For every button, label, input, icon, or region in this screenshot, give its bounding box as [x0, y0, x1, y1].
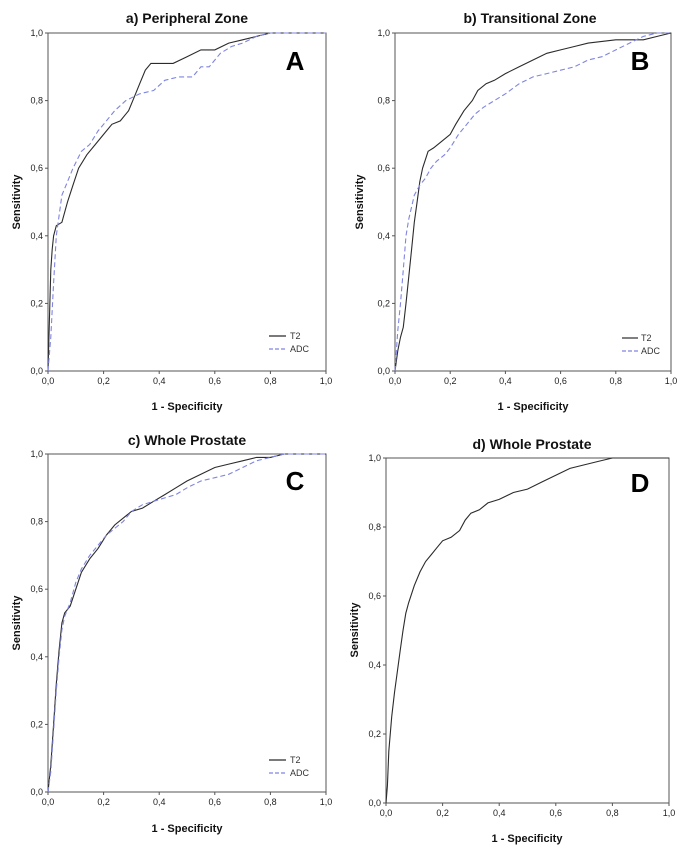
x-axis-label: 1 - Specificity [492, 833, 564, 845]
x-tick-label: 0,4 [153, 797, 166, 807]
x-tick-label: 0,0 [42, 376, 55, 386]
y-tick-label: 0,4 [377, 231, 390, 241]
panel-letter: A [286, 46, 305, 76]
y-tick-label: 0,4 [30, 231, 43, 241]
y-tick-label: 0,6 [30, 163, 43, 173]
panel-title: d) Whole Prostate [472, 436, 591, 452]
series-line-roc [385, 457, 669, 804]
x-tick-label: 1,0 [320, 376, 333, 386]
legend-label-adc: ADC [290, 344, 310, 354]
y-tick-label: 0,0 [377, 366, 390, 376]
y-tick-label: 0,4 [30, 652, 43, 662]
y-tick-label: 0,4 [368, 660, 381, 670]
x-tick-label: 1,0 [665, 376, 678, 386]
y-tick-label: 0,0 [30, 366, 43, 376]
plot-content: 0,00,0 0,2 0,2 0,4 0,4 0,6 0,6 0,8 0,8 1,0 1,0 [30, 28, 332, 386]
legend-label-adc: ADC [290, 768, 310, 778]
x-tick-label: 0,6 [550, 808, 563, 818]
panel-d: d) Whole Prostate 0,00,00,20,20,40,40,60… [349, 436, 675, 845]
x-tick-label: 0,8 [264, 797, 277, 807]
legend: T2 ADC [622, 333, 661, 356]
panel-title: a) Peripheral Zone [126, 10, 248, 26]
x-tick-label: 0,6 [209, 376, 222, 386]
plot-content: 0,00,0 0,2 0,2 0,4 0,4 0,6 0,6 0,8 0,8 1,0 1,0 [30, 449, 332, 807]
x-tick-label: 0,4 [493, 808, 506, 818]
series-line-t2 [47, 32, 326, 372]
x-axis-label: 1 - Specificity [152, 401, 224, 413]
x-tick-label: 0,0 [42, 797, 55, 807]
plot-area [47, 453, 327, 793]
y-axis-label: Sensitivity [11, 174, 23, 230]
panel-letter: B [631, 46, 650, 76]
legend-label-t2: T2 [290, 755, 301, 765]
y-axis-label: Sensitivity [11, 595, 23, 651]
y-tick-label: 0,8 [30, 517, 43, 527]
y-tick-label: 1,0 [30, 449, 43, 459]
panel-a: a) Peripheral Zone 0,00,0 0,2 0,2 0,4 0,4 0,6… [11, 10, 332, 413]
x-tick-label: 0,8 [610, 376, 623, 386]
y-tick-label: 0,2 [377, 298, 390, 308]
plot-area [394, 32, 672, 372]
panel-title: c) Whole Prostate [128, 432, 246, 448]
x-tick-label: 0,4 [153, 376, 166, 386]
panel-title: b) Transitional Zone [463, 10, 596, 26]
y-tick-label: 0,6 [30, 584, 43, 594]
legend-label-t2: T2 [290, 331, 301, 341]
y-tick-label: 1,0 [377, 28, 390, 38]
series-line-t2 [394, 32, 672, 372]
x-tick-label: 0,0 [389, 376, 402, 386]
y-tick-label: 0,8 [30, 96, 43, 106]
y-tick-label: 0,8 [368, 522, 381, 532]
x-tick-label: 0,8 [264, 376, 277, 386]
x-axis-label: 1 - Specificity [152, 823, 224, 835]
plot-content: 0,00,0 0,2 0,2 0,4 0,4 0,6 0,6 0,8 0,8 1,0 1,0 [377, 28, 677, 386]
y-axis-label: Sensitivity [354, 174, 366, 230]
y-tick-label: 0,0 [30, 787, 43, 797]
x-tick-label: 1,0 [320, 797, 333, 807]
x-tick-label: 0,2 [444, 376, 457, 386]
y-tick-label: 1,0 [30, 28, 43, 38]
y-tick-label: 0,2 [368, 729, 381, 739]
legend: T2 ADC [269, 331, 310, 354]
legend-label-adc: ADC [641, 346, 661, 356]
y-tick-label: 0,0 [368, 798, 381, 808]
panel-c: c) Whole Prostate 0,00,00,20,20,40,40,60… [11, 432, 332, 835]
y-tick-label: 0,6 [377, 163, 390, 173]
x-tick-label: 0,2 [436, 808, 449, 818]
x-axis-label: 1 - Specificity [498, 401, 570, 413]
series-line-t2 [47, 453, 326, 793]
y-tick-label: 1,0 [368, 453, 381, 463]
plot-content: 0,00,0 0,2 0,2 0,4 0,4 0,6 0,6 0,8 0,8 1,0 1,0 [368, 453, 675, 818]
x-tick-label: 0,4 [499, 376, 512, 386]
y-axis-label: Sensitivity [349, 602, 361, 658]
x-tick-label: 0,0 [380, 808, 393, 818]
x-tick-label: 0,2 [97, 376, 110, 386]
x-tick-label: 0,6 [554, 376, 567, 386]
panel-b: b) Transitional Zone 0,00,00,20,20,40,40… [354, 10, 677, 413]
panel-letter: C [286, 466, 305, 496]
x-tick-label: 1,0 [663, 808, 676, 818]
x-tick-label: 0,8 [606, 808, 619, 818]
y-tick-label: 0,6 [368, 591, 381, 601]
series-line-adc [47, 453, 326, 793]
x-tick-label: 0,6 [209, 797, 222, 807]
plot-area [385, 457, 670, 804]
legend-label-t2: T2 [641, 333, 652, 343]
series-line-adc [47, 32, 326, 372]
y-tick-label: 0,2 [30, 719, 43, 729]
plot-area [47, 32, 327, 372]
panel-letter: D [631, 468, 650, 498]
x-tick-label: 0,2 [97, 797, 110, 807]
legend: T2 ADC [269, 755, 310, 778]
series-line-adc [394, 32, 671, 372]
y-tick-label: 0,8 [377, 96, 390, 106]
y-tick-label: 0,2 [30, 298, 43, 308]
